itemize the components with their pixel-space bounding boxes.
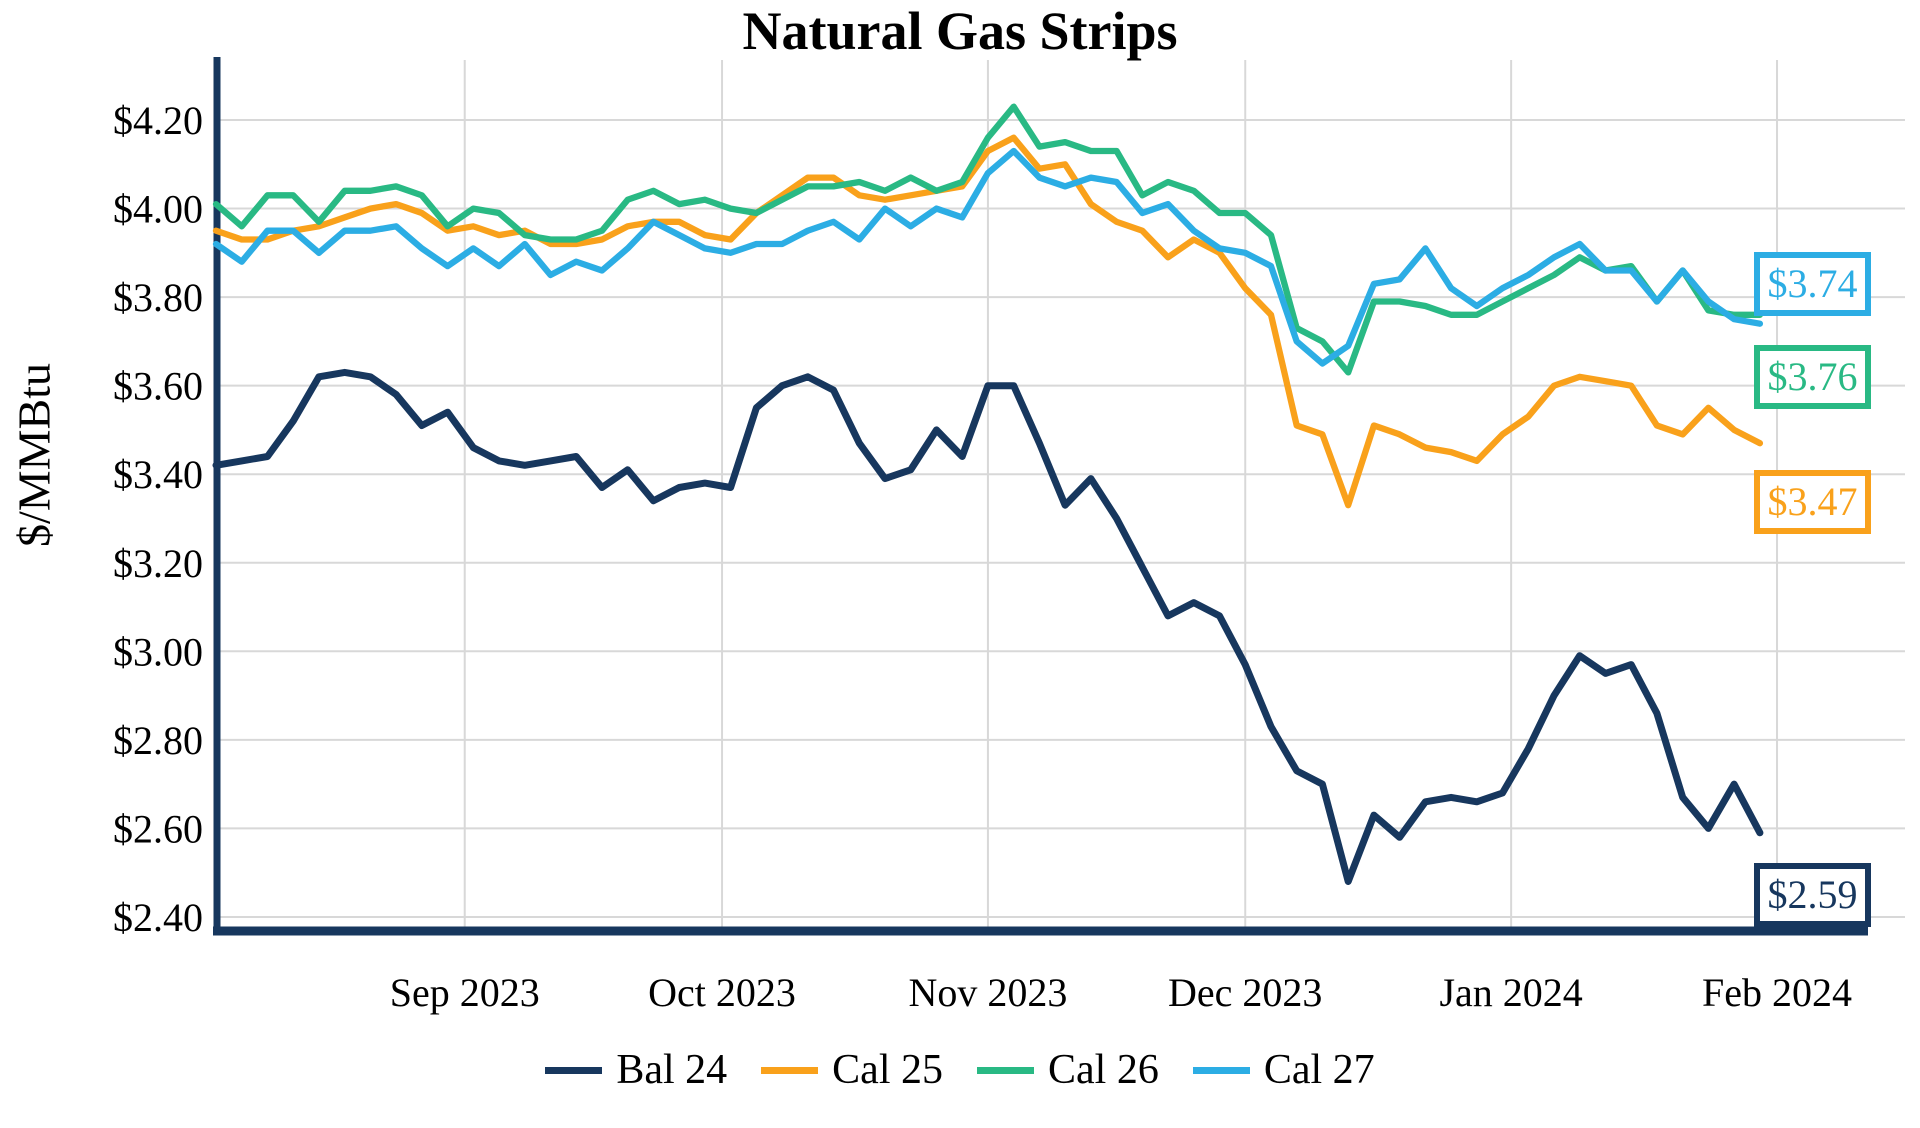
end-value-text-cal25: $3.47 (1767, 479, 1858, 524)
legend-item-cal25: Cal 25 (761, 1046, 943, 1094)
chart-title: Natural Gas Strips (742, 1, 1178, 61)
x-tick-label: Nov 2023 (908, 970, 1067, 1015)
y-tick-label: $3.00 (113, 629, 203, 674)
y-tick-label: $4.00 (113, 187, 203, 232)
legend-item-bal24: Bal 24 (545, 1046, 727, 1094)
end-value-text-bal24: $2.59 (1767, 872, 1858, 917)
y-tick-label: $3.40 (113, 452, 203, 497)
end-value-text-cal27: $3.74 (1767, 261, 1858, 306)
legend-swatch-cal26-icon (977, 1066, 1034, 1074)
x-tick-label: Dec 2023 (1168, 970, 1322, 1015)
legend-swatch-cal25-icon (761, 1066, 819, 1074)
y-tick-label: $2.80 (113, 718, 203, 763)
x-tick-label: Feb 2024 (1702, 970, 1852, 1015)
x-tick-label: Jan 2024 (1439, 970, 1582, 1015)
legend-label-cal25: Cal 25 (832, 1047, 943, 1093)
end-value-label-cal27: $3.74 (1754, 252, 1871, 316)
end-value-label-cal26: $3.76 (1754, 345, 1871, 409)
y-axis-title: $/MMBtu (8, 362, 60, 548)
series-line-cal-26 (212, 103, 1764, 376)
y-tick-label: $3.20 (113, 541, 203, 586)
y-tick-label: $3.80 (113, 275, 203, 320)
y-tick-label: $2.40 (113, 895, 203, 940)
end-value-label-cal25: $3.47 (1754, 470, 1871, 534)
y-tick-label: $4.20 (113, 98, 203, 143)
end-value-text-cal26: $3.76 (1767, 354, 1858, 399)
y-tick-label: $2.60 (113, 806, 203, 851)
legend-swatch-bal24-icon (545, 1066, 603, 1074)
legend-label-cal27: Cal 27 (1263, 1047, 1375, 1093)
end-value-label-bal24: $2.59 (1754, 863, 1871, 927)
x-tick-label: Sep 2023 (390, 970, 540, 1015)
y-tick-label: $3.60 (113, 364, 203, 409)
series-line-cal-27 (212, 147, 1764, 367)
series-line-bal-24 (212, 368, 1764, 885)
legend-label-cal26: Cal 26 (1048, 1047, 1159, 1093)
legend-item-cal26: Cal 26 (977, 1046, 1159, 1094)
legend: Bal 24 Cal 25 Cal 26 Cal 27 (0, 1046, 1920, 1094)
series-line-cal-25 (212, 134, 1764, 509)
legend-label-bal24: Bal 24 (616, 1047, 728, 1093)
legend-item-cal27: Cal 27 (1192, 1046, 1375, 1094)
legend-swatch-cal27-icon (1192, 1066, 1250, 1074)
x-tick-label: Oct 2023 (648, 970, 796, 1015)
